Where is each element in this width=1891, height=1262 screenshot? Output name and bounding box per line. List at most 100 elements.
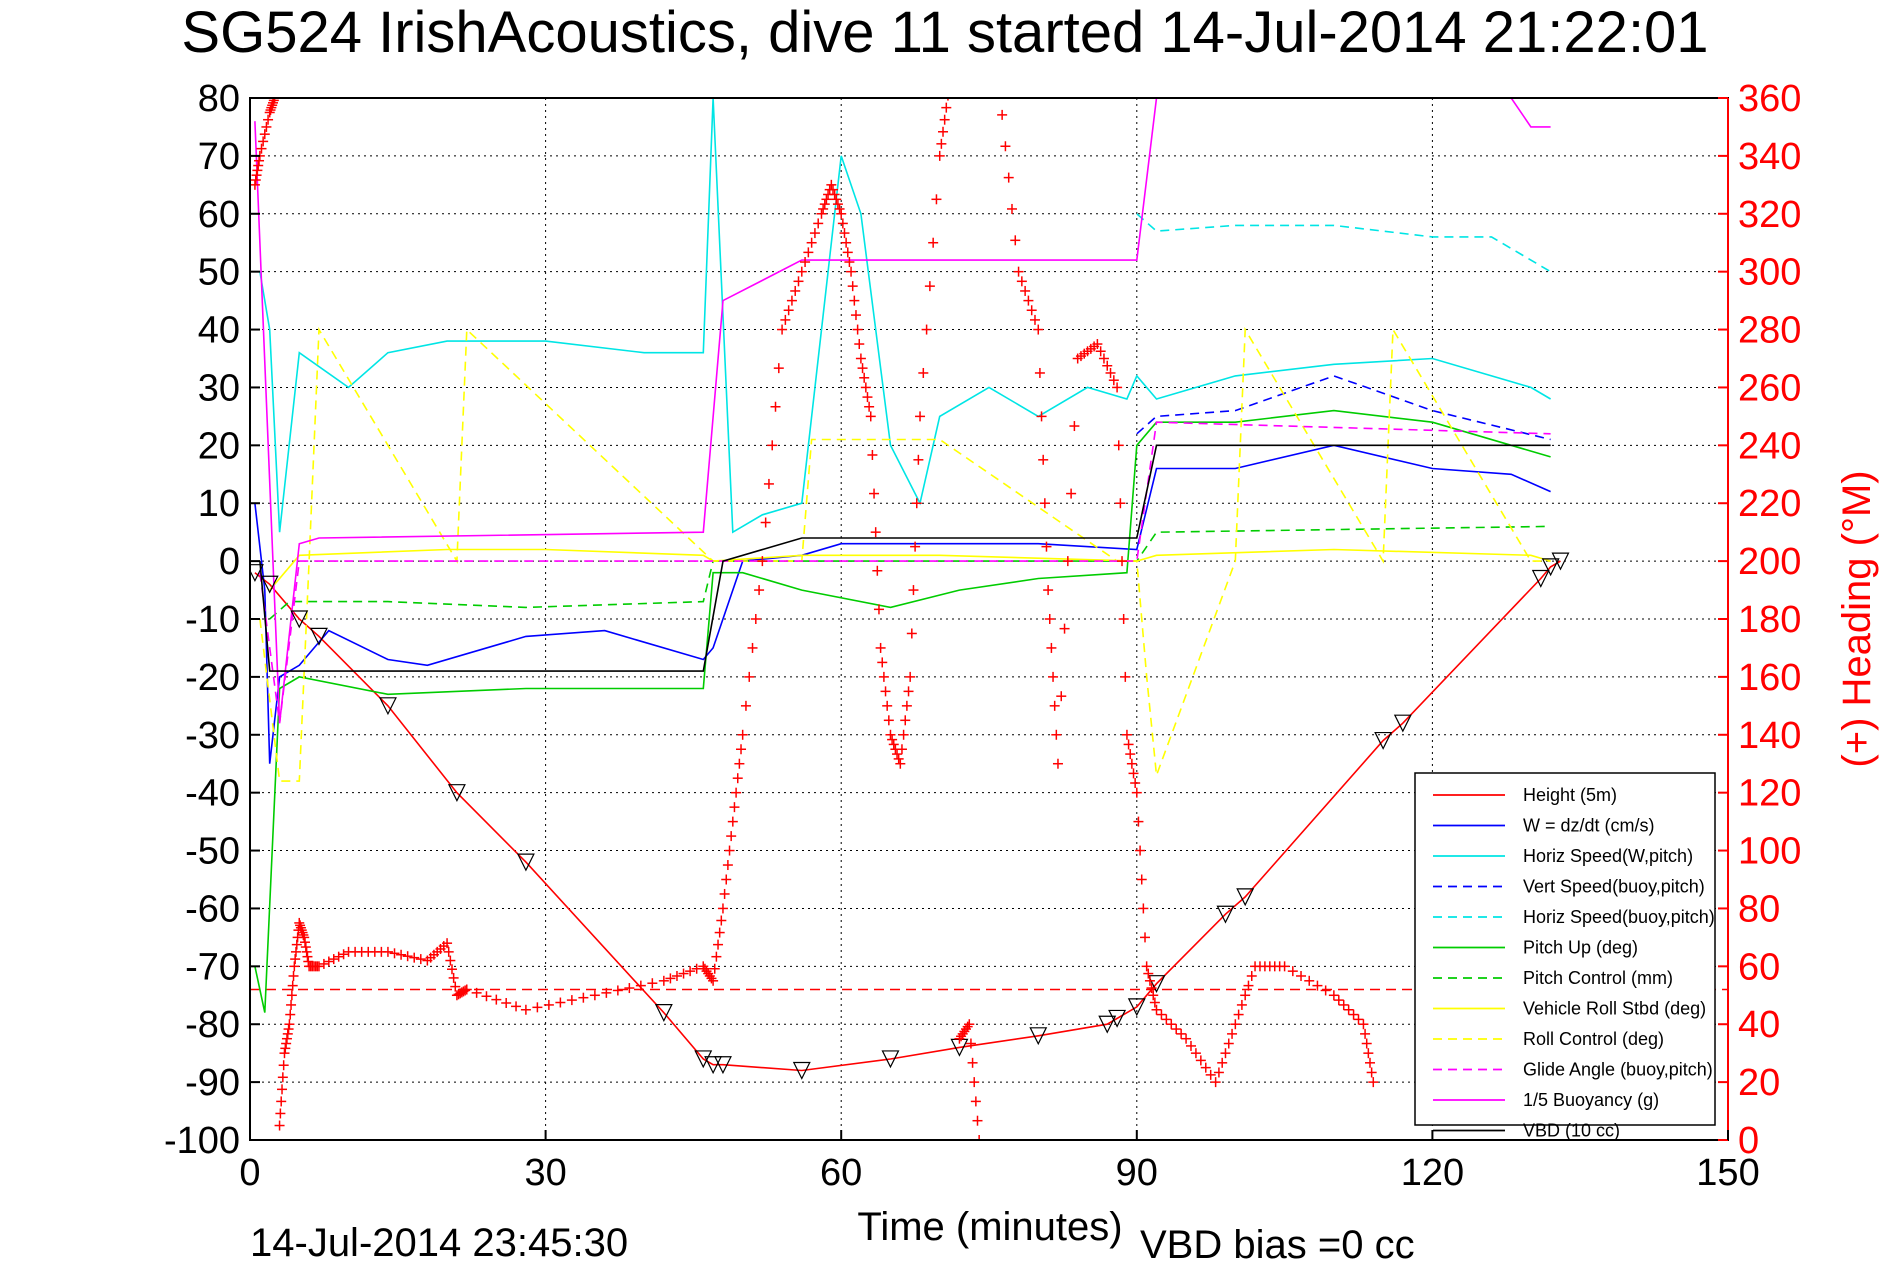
heading-marker <box>1039 498 1050 509</box>
height-marker <box>447 784 466 803</box>
heading-marker <box>1176 1028 1187 1039</box>
y2-tick-label: 20 <box>1738 1062 1780 1104</box>
x-tick-label: 150 <box>1696 1152 1759 1194</box>
heading-marker <box>780 314 791 325</box>
heading-marker <box>827 184 838 195</box>
heading-marker <box>264 107 275 118</box>
right-axis: 3603403203002802602402202001801601401201… <box>1718 78 1801 1162</box>
heading-marker <box>722 860 733 871</box>
heading-marker <box>829 189 840 200</box>
heading-marker <box>443 946 454 957</box>
series-line-5 <box>254 409 1551 1013</box>
y2-tick-label: 220 <box>1738 483 1801 525</box>
heading-marker <box>1038 454 1049 465</box>
heading-marker <box>1098 353 1109 364</box>
heading-marker <box>1013 266 1024 277</box>
series-line-4 <box>1136 213 1552 273</box>
heading-marker <box>318 958 329 969</box>
heading-marker <box>1230 1019 1241 1030</box>
heading-marker <box>685 966 696 977</box>
heading-marker <box>1353 1014 1364 1025</box>
heading-marker <box>872 565 883 576</box>
y-tick-label: 40 <box>198 310 240 352</box>
heading-marker <box>875 642 886 653</box>
heading-marker <box>885 729 896 740</box>
series-line-2 <box>259 98 1552 534</box>
heading-marker <box>731 787 742 798</box>
height-marker <box>378 697 397 716</box>
heading-marker <box>877 657 888 668</box>
heading-marker <box>1146 983 1157 994</box>
heading-marker <box>501 997 512 1008</box>
height-marker <box>1531 569 1550 588</box>
heading-marker <box>268 98 279 106</box>
x-tick-label: 60 <box>820 1152 862 1194</box>
heading-marker <box>269 98 280 103</box>
heading-marker <box>754 585 765 596</box>
heading-marker <box>1029 314 1040 325</box>
heading-marker <box>1279 961 1290 972</box>
heading-marker <box>901 700 912 711</box>
heading-marker <box>724 845 735 856</box>
legend-box <box>1414 772 1716 1126</box>
heading-marker <box>850 310 861 321</box>
heading-marker <box>744 671 755 682</box>
heading-marker <box>1243 980 1254 991</box>
heading-marker <box>849 295 860 306</box>
heading-marker <box>740 700 751 711</box>
height-marker <box>516 853 535 872</box>
heading-marker <box>911 498 922 509</box>
heading-marker <box>442 938 453 949</box>
heading-marker <box>826 179 837 190</box>
heading-marker <box>284 1019 295 1030</box>
heading-marker <box>277 1084 288 1095</box>
height-marker <box>713 1056 732 1075</box>
heading-marker <box>1338 999 1349 1010</box>
heading-marker <box>298 929 309 940</box>
heading-marker <box>1358 1019 1369 1030</box>
heading-marker <box>836 208 847 219</box>
heading-marker <box>1149 997 1160 1008</box>
legend-label: Glide Angle (buoy,pitch) <box>1523 1060 1713 1080</box>
heading-marker <box>1062 556 1073 567</box>
heading-marker <box>706 973 717 984</box>
heading-marker <box>800 257 811 268</box>
heading-marker <box>862 392 873 403</box>
series-line-7 <box>269 548 1551 591</box>
legend-label: VBD (10 cc) <box>1523 1121 1620 1141</box>
heading-marker <box>481 991 492 1002</box>
heading-marker <box>878 671 889 682</box>
heading-marker <box>964 1019 975 1030</box>
y-tick-label: 20 <box>198 425 240 467</box>
heading-marker <box>709 963 720 974</box>
heading-marker <box>520 1004 531 1015</box>
heading-marker <box>867 449 878 460</box>
heading-marker <box>450 981 461 992</box>
heading-marker <box>1364 1057 1375 1068</box>
heading-marker <box>1123 739 1134 750</box>
y2-tick-label: 300 <box>1738 252 1801 294</box>
heading-marker <box>589 990 600 1001</box>
heading-marker <box>813 218 824 229</box>
heading-marker <box>612 985 623 996</box>
heading-marker <box>1130 778 1141 789</box>
heading-marker <box>896 744 907 755</box>
height-marker <box>290 610 309 629</box>
height-marker <box>1374 731 1393 750</box>
heading-marker <box>1190 1048 1201 1059</box>
height-marker <box>881 1050 900 1069</box>
heading-marker <box>1034 367 1045 378</box>
heading-marker <box>658 975 669 986</box>
heading-marker <box>1000 141 1011 152</box>
heading-marker <box>294 917 305 928</box>
heading-marker <box>969 1077 980 1088</box>
heading-marker <box>803 247 814 258</box>
heading-marker <box>295 922 306 933</box>
heading-marker <box>1052 758 1063 769</box>
y2-tick-label: 360 <box>1738 78 1801 120</box>
heading-marker <box>283 1024 294 1035</box>
heading-marker <box>288 970 299 981</box>
heading-marker <box>908 585 919 596</box>
height-marker <box>1108 1009 1127 1028</box>
y-tick-label: -100 <box>164 1120 240 1162</box>
